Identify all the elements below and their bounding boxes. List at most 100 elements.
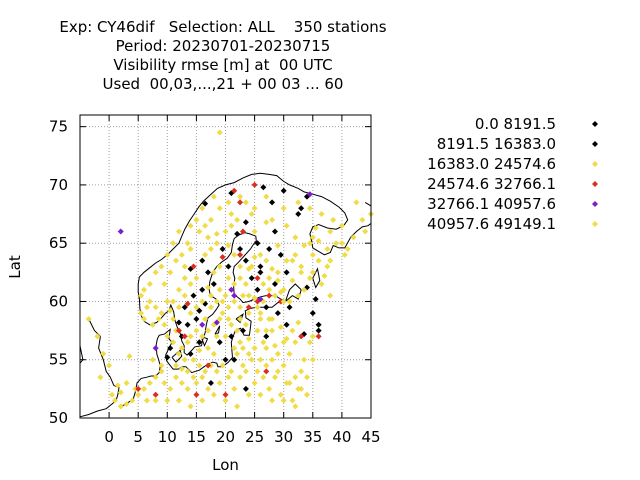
data-point-series-2 — [213, 298, 220, 305]
data-point-series-2 — [324, 246, 331, 253]
data-point-series-2 — [298, 368, 305, 375]
x-tick-label: 0 — [104, 428, 114, 446]
data-point-series-3 — [175, 327, 182, 334]
data-point-series-1 — [286, 304, 293, 311]
data-point-series-2 — [164, 251, 171, 258]
data-point-series-2 — [309, 269, 316, 276]
legend-label-0: 0.0 8191.5 — [475, 115, 556, 133]
data-point-series-2 — [277, 391, 284, 398]
data-point-series-2 — [170, 315, 177, 322]
data-point-series-1 — [283, 269, 290, 276]
data-point-series-0 — [283, 321, 290, 328]
data-point-series-2 — [213, 368, 220, 375]
data-point-series-2 — [234, 216, 241, 223]
data-point-series-2 — [213, 230, 220, 237]
data-point-series-2 — [242, 368, 249, 375]
data-point-series-2 — [231, 385, 238, 392]
data-point-series-5 — [187, 333, 194, 340]
data-point-series-2 — [306, 339, 313, 346]
data-point-series-2 — [170, 339, 177, 346]
data-point-series-5 — [309, 234, 316, 241]
data-point-series-0 — [184, 321, 191, 328]
data-point-series-2 — [286, 298, 293, 305]
data-point-series-2 — [228, 368, 235, 375]
legend-marker-1 — [592, 141, 598, 147]
data-point-series-0 — [193, 315, 200, 322]
data-point-series-1 — [167, 345, 174, 352]
data-point-series-2 — [152, 374, 159, 381]
data-point-series-2 — [269, 216, 276, 223]
data-point-series-2 — [94, 333, 101, 340]
data-point-series-2 — [225, 315, 232, 322]
data-point-series-2 — [315, 257, 322, 264]
data-point-series-3 — [181, 333, 188, 340]
data-point-series-2 — [245, 292, 252, 299]
data-point-series-2 — [228, 211, 235, 218]
data-point-series-2 — [228, 222, 235, 229]
data-point-series-2 — [178, 380, 185, 387]
data-point-series-2 — [289, 257, 296, 264]
data-point-series-2 — [277, 324, 284, 331]
data-point-series-0 — [266, 246, 273, 253]
data-point-series-2 — [138, 292, 145, 299]
data-point-series-2 — [207, 246, 214, 253]
data-point-series-2 — [158, 310, 165, 317]
data-point-series-2 — [109, 391, 116, 398]
chart-title-line-3: Visibility rmse [m] at 00 UTC — [113, 56, 333, 74]
data-points-layer — [85, 129, 374, 410]
data-point-series-2 — [362, 228, 369, 235]
coastline-segment — [79, 345, 84, 364]
data-point-series-2 — [292, 339, 299, 346]
data-point-series-2 — [274, 277, 281, 284]
data-point-series-2 — [274, 368, 281, 375]
data-point-series-2 — [306, 240, 313, 247]
coastline-segment — [284, 283, 302, 302]
data-point-series-2 — [292, 374, 299, 381]
data-point-series-2 — [254, 304, 261, 311]
coastline-segment — [79, 318, 120, 418]
data-point-series-2 — [245, 335, 252, 342]
data-point-series-2 — [193, 380, 200, 387]
data-point-series-2 — [251, 254, 258, 261]
data-point-series-2 — [152, 269, 159, 276]
data-point-series-2 — [111, 397, 118, 404]
y-tick-label: 70 — [49, 176, 68, 194]
legend-label-1: 8191.5 16383.0 — [437, 135, 556, 153]
data-point-series-2 — [175, 304, 182, 311]
x-tick-label: 45 — [361, 428, 380, 446]
legend-marker-5 — [592, 221, 598, 227]
data-point-series-2 — [237, 304, 244, 311]
data-point-series-1 — [248, 275, 255, 282]
data-point-series-2 — [135, 391, 142, 398]
data-point-series-4 — [213, 319, 220, 326]
data-point-series-1 — [228, 333, 235, 340]
data-point-series-2 — [199, 397, 206, 404]
data-point-series-0 — [274, 310, 281, 317]
data-point-series-2 — [237, 263, 244, 270]
data-point-series-2 — [216, 263, 223, 270]
data-point-series-2 — [242, 280, 249, 287]
data-point-series-2 — [237, 193, 244, 200]
data-point-series-0 — [269, 199, 276, 206]
data-point-series-2 — [324, 263, 331, 270]
data-point-series-1 — [164, 354, 171, 361]
data-point-series-2 — [181, 275, 188, 282]
data-point-series-2 — [231, 251, 238, 258]
data-point-series-2 — [161, 321, 168, 328]
data-point-series-2 — [205, 385, 212, 392]
data-point-series-2 — [306, 275, 313, 282]
data-point-series-0 — [210, 280, 217, 287]
data-point-series-2 — [350, 234, 357, 241]
data-point-series-2 — [202, 368, 209, 375]
data-point-series-2 — [143, 304, 150, 311]
data-point-series-2 — [266, 286, 273, 293]
data-point-series-1 — [234, 230, 241, 237]
data-point-series-2 — [274, 269, 281, 276]
data-point-series-2 — [222, 397, 229, 404]
data-point-series-3 — [190, 263, 197, 270]
data-point-series-0 — [242, 219, 249, 226]
data-point-series-2 — [231, 345, 238, 352]
y-tick-label: 55 — [49, 351, 68, 369]
data-point-series-2 — [146, 298, 153, 305]
data-point-series-2 — [280, 362, 287, 369]
